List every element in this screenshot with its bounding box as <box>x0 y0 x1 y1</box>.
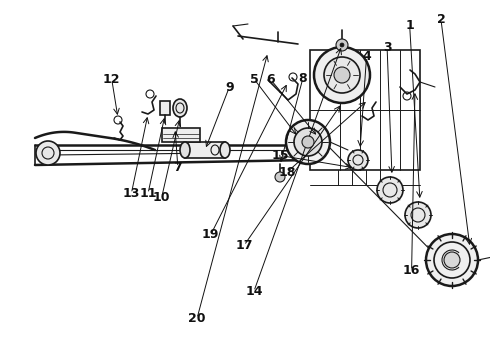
Text: 4: 4 <box>362 50 371 63</box>
Circle shape <box>275 172 285 182</box>
Text: 17: 17 <box>235 239 253 252</box>
Circle shape <box>324 57 360 93</box>
Text: 15: 15 <box>271 149 289 162</box>
Circle shape <box>294 128 322 156</box>
Circle shape <box>340 43 344 47</box>
Ellipse shape <box>173 99 187 117</box>
Text: 19: 19 <box>202 228 220 241</box>
Ellipse shape <box>180 142 190 158</box>
Text: 11: 11 <box>139 187 157 200</box>
Circle shape <box>314 47 370 103</box>
Circle shape <box>36 141 60 165</box>
Text: 1: 1 <box>405 19 414 32</box>
Circle shape <box>377 177 403 203</box>
Circle shape <box>336 39 348 51</box>
Text: 14: 14 <box>245 285 263 298</box>
Text: 18: 18 <box>278 166 296 179</box>
Text: 2: 2 <box>437 13 445 26</box>
Bar <box>162 128 200 142</box>
Ellipse shape <box>220 142 230 158</box>
Text: 6: 6 <box>267 73 275 86</box>
Text: 10: 10 <box>153 191 171 204</box>
Text: 7: 7 <box>173 161 182 174</box>
Circle shape <box>334 67 350 83</box>
Circle shape <box>444 252 460 268</box>
Circle shape <box>426 234 478 286</box>
Text: 3: 3 <box>383 41 392 54</box>
Text: 9: 9 <box>225 81 234 94</box>
Text: 13: 13 <box>122 187 140 200</box>
Bar <box>310 50 420 170</box>
Text: 16: 16 <box>403 264 420 277</box>
Bar <box>185 142 225 158</box>
Text: 20: 20 <box>188 312 206 325</box>
Bar <box>160 101 170 115</box>
Circle shape <box>302 136 314 148</box>
Text: 5: 5 <box>250 73 259 86</box>
Circle shape <box>348 150 368 170</box>
Text: 12: 12 <box>103 73 121 86</box>
Circle shape <box>286 120 330 164</box>
Circle shape <box>405 202 431 228</box>
Text: 8: 8 <box>298 72 307 85</box>
